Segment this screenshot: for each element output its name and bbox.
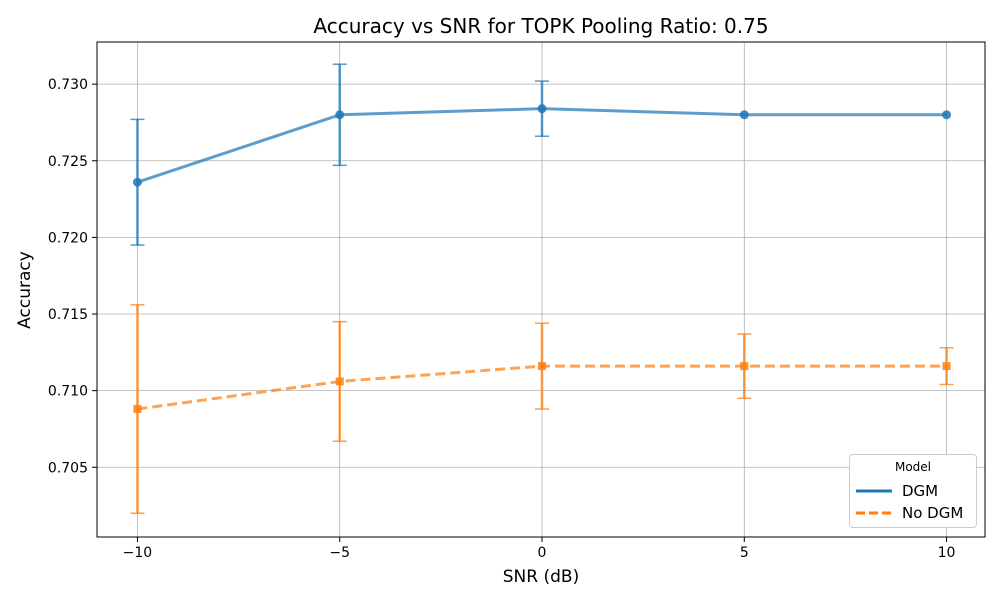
- legend-label-no-dgm: No DGM: [902, 504, 964, 522]
- data-point-no-dgm: [740, 362, 749, 371]
- tick-layer: −10 −5 0 5 10 0.705 0.710 0.715 0.720 0.725 0.730: [48, 77, 956, 561]
- x-axis-label: SNR (dB): [503, 567, 579, 587]
- legend-item-dgm: DGM: [856, 481, 938, 501]
- y-tick-label: 0.730: [48, 77, 88, 93]
- y-tick-label: 0.715: [48, 307, 88, 323]
- x-tick-label: 10: [938, 545, 956, 561]
- series-layer: [132, 104, 952, 414]
- chart-title: Accuracy vs SNR for TOPK Pooling Ratio: …: [313, 14, 768, 38]
- data-point-no-dgm: [133, 405, 142, 414]
- y-axis-label: Accuracy: [15, 251, 35, 329]
- legend-title: Model: [894, 460, 932, 474]
- data-point-dgm: [537, 104, 547, 114]
- legend-line-dgm: [856, 489, 892, 493]
- data-point-no-dgm: [538, 362, 547, 371]
- y-tick-label: 0.710: [48, 384, 88, 400]
- plot-frame: [96, 41, 986, 538]
- y-tick-label: 0.705: [48, 460, 88, 476]
- x-tick-label: −10: [123, 545, 153, 561]
- legend: Model DGM No DGM: [849, 454, 977, 528]
- y-tick-label: 0.725: [48, 154, 88, 170]
- data-point-no-dgm: [335, 377, 344, 386]
- data-point-dgm: [335, 110, 345, 120]
- x-tick-label: 5: [740, 545, 749, 561]
- x-tick-label: 0: [538, 545, 547, 561]
- data-point-no-dgm: [942, 362, 951, 371]
- legend-label-dgm: DGM: [902, 482, 939, 500]
- y-tick-label: 0.720: [48, 230, 88, 246]
- data-point-dgm: [132, 177, 142, 187]
- legend-line-no-dgm: [856, 511, 892, 515]
- data-point-dgm: [942, 110, 952, 120]
- x-tick-label: −5: [329, 545, 350, 561]
- data-point-dgm: [739, 110, 749, 120]
- legend-item-no-dgm: No DGM: [856, 503, 963, 523]
